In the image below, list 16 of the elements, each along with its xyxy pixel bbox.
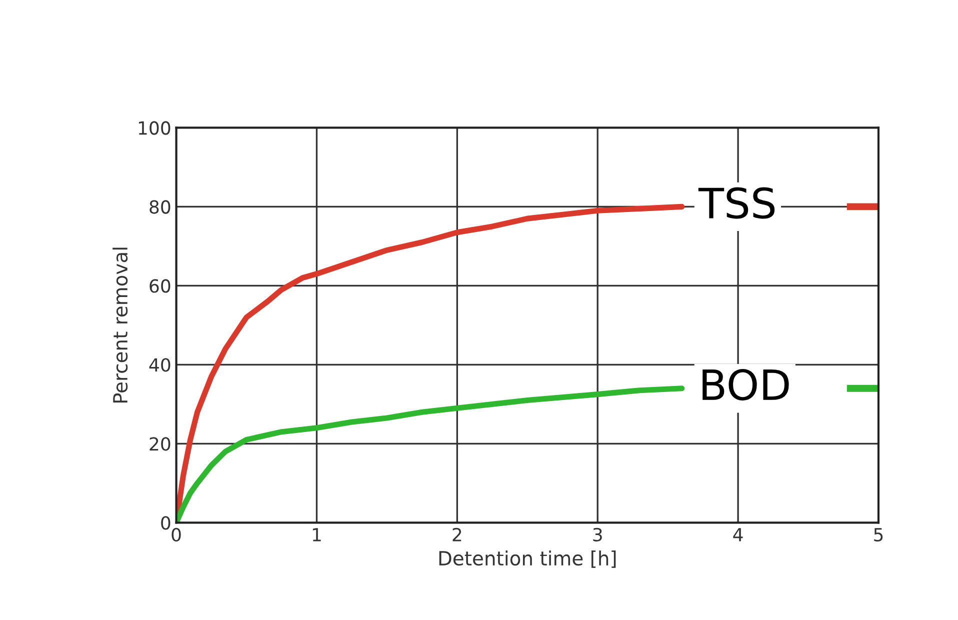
y-tick-label: 0 bbox=[161, 516, 170, 530]
x-axis-title: Detention time [h] bbox=[439, 550, 616, 568]
y-tick-label: 60 bbox=[150, 279, 170, 293]
y-tick-label: 40 bbox=[149, 358, 170, 372]
x-tick-label: 5 bbox=[874, 528, 883, 542]
legend-label: TSS bbox=[698, 187, 775, 219]
y-tick-label: 20 bbox=[150, 437, 170, 451]
x-tick-label: 0 bbox=[172, 528, 181, 542]
x-tick-label: 2 bbox=[452, 528, 462, 542]
legend-label: BOD bbox=[702, 368, 789, 400]
y-tick-label: 80 bbox=[150, 200, 170, 214]
x-tick-label: 3 bbox=[593, 528, 602, 542]
x-tick-label: 4 bbox=[733, 528, 743, 542]
y-tick-label: 100 bbox=[138, 121, 170, 135]
x-tick-label: 1 bbox=[312, 528, 321, 542]
y-axis-title: Percent removal bbox=[112, 248, 128, 403]
